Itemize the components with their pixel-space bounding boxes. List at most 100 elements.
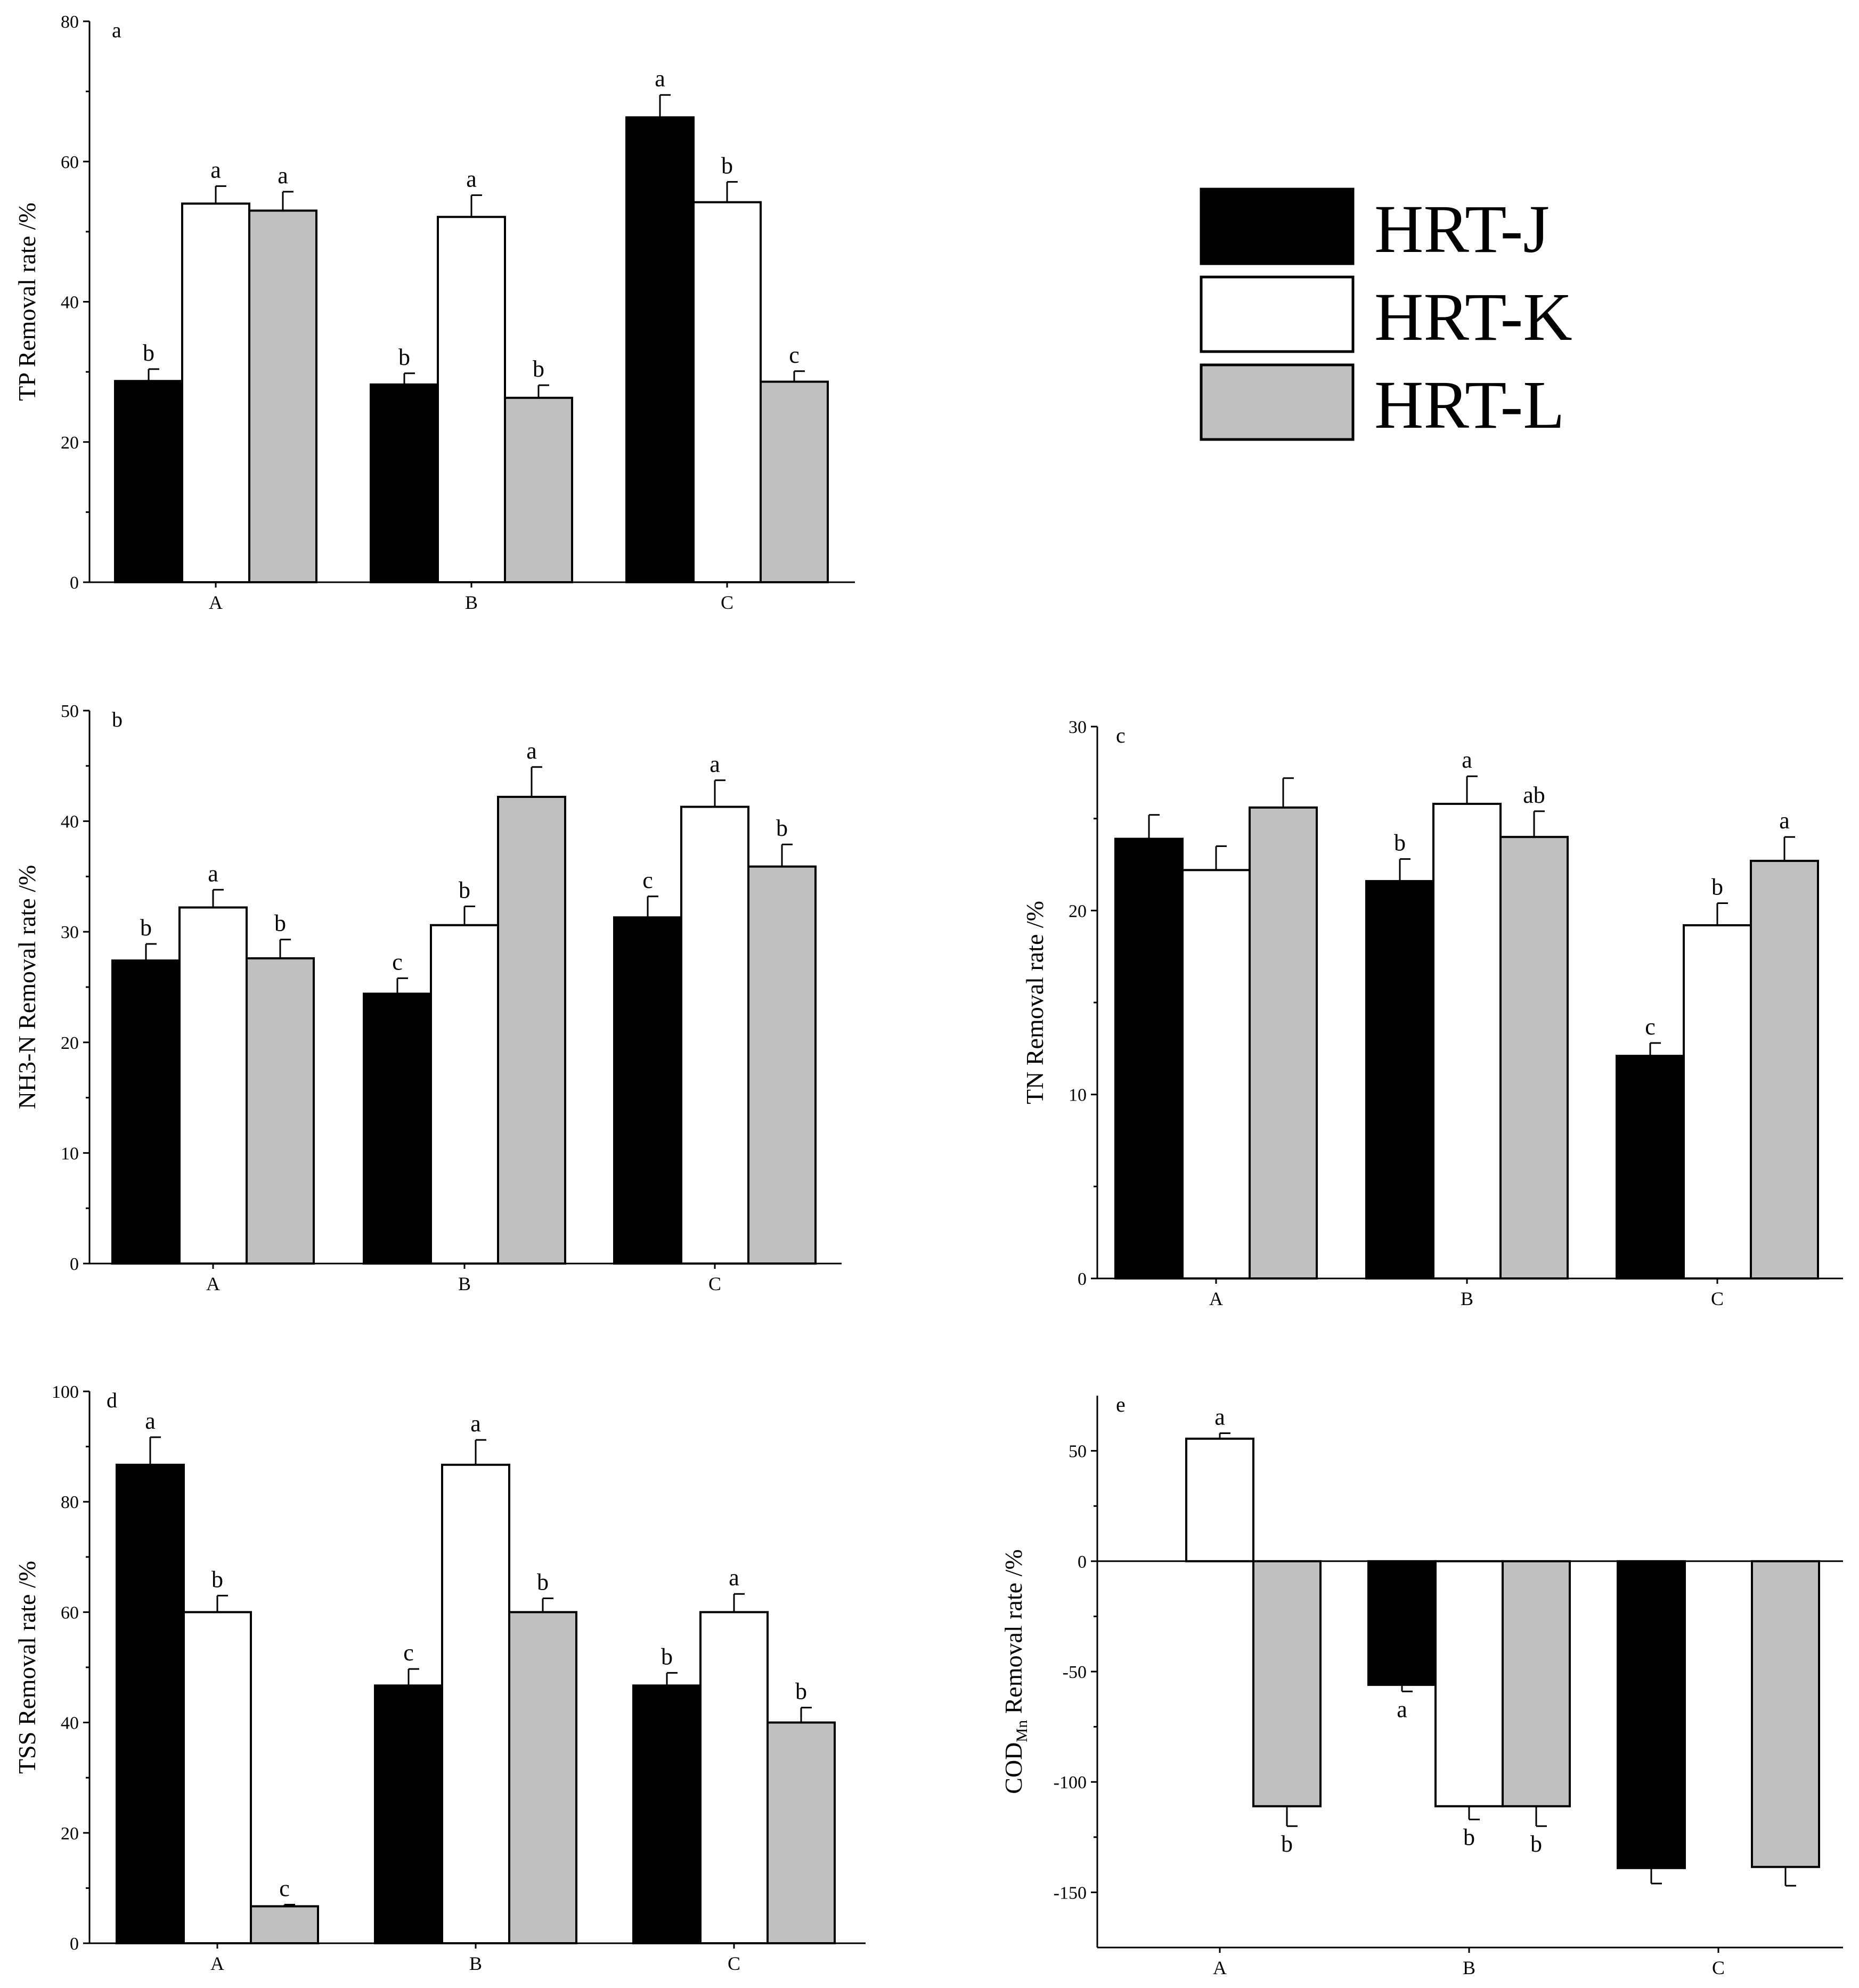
x-tick-label: C <box>1712 1957 1725 1978</box>
bar-hrt-l <box>1750 860 1819 1280</box>
chart-panel-b: 0 10 20 30 40 50 NH3-N Removal rate /% b A B Cb c c a… <box>13 702 842 1294</box>
significance-label: b <box>661 1643 673 1669</box>
bar-hrt-l <box>1249 806 1318 1280</box>
x-tick-label: C <box>1711 1288 1724 1309</box>
y-tick-label: 20 <box>1069 901 1087 921</box>
bar-hrt-j <box>116 1463 185 1945</box>
y-tick-label: -150 <box>1054 1883 1087 1903</box>
significance-label: a <box>710 751 720 777</box>
significance-label: b <box>211 1566 223 1592</box>
legend: HRT-J HRT-K HRT-L <box>1200 188 1572 443</box>
bar-hrt-l <box>1252 1560 1322 1807</box>
bar-hrt-j <box>1616 1055 1685 1280</box>
y-tick-label: 0 <box>70 1254 79 1274</box>
bar-hrt-j <box>370 383 439 583</box>
significance-label: b <box>1463 1824 1475 1851</box>
x-tick-label: A <box>209 592 223 613</box>
x-tick-label: B <box>469 1953 482 1974</box>
y-tick-label: 0 <box>70 573 79 593</box>
bar-hrt-k <box>1683 924 1752 1280</box>
y-tick-label: 0 <box>70 1934 79 1954</box>
y-axis-title: TP Removal rate /% <box>13 202 40 401</box>
significance-label: c <box>642 867 653 893</box>
significance-label: a <box>1462 747 1472 773</box>
bar-hrt-j <box>114 380 183 584</box>
bar-hrt-j <box>1114 837 1184 1280</box>
y-tick-label: -100 <box>1054 1773 1087 1793</box>
y-tick-label: 80 <box>61 1493 79 1512</box>
bar-hrt-k <box>1181 869 1251 1280</box>
significance-label: a <box>470 1411 481 1437</box>
bar-hrt-k <box>437 216 506 583</box>
legend-label: HRT-J <box>1374 191 1550 267</box>
significance-label: a <box>729 1565 739 1591</box>
bar-hrt-l <box>504 396 573 583</box>
significance-label: a <box>655 66 665 92</box>
significance-label: a <box>210 157 221 183</box>
y-tick-label: 30 <box>61 923 79 942</box>
y-tick-label: 60 <box>61 152 79 172</box>
y-axis-title-subscript: Mn <box>1013 1720 1031 1742</box>
significance-label: b <box>1281 1831 1293 1857</box>
bar-hrt-k <box>692 201 762 583</box>
bar-hrt-k <box>1185 1437 1254 1562</box>
significance-label: c <box>1645 1014 1656 1040</box>
x-tick-label: A <box>1213 1957 1227 1978</box>
bar-hrt-j <box>363 992 432 1265</box>
significance-label: a <box>466 166 477 192</box>
significance-label: a <box>145 1408 156 1434</box>
y-tick-label: 80 <box>61 12 79 32</box>
significance-label: c <box>392 949 403 975</box>
panel-label: a <box>112 18 121 42</box>
significance-label: b <box>274 910 286 936</box>
bar-hrt-l <box>246 957 315 1265</box>
bar-hrt-l <box>1499 836 1569 1280</box>
bar-hrt-j <box>632 1684 702 1944</box>
bar-hrt-l <box>497 795 566 1265</box>
bar-hrt-l <box>1502 1560 1571 1807</box>
y-tick-label: 50 <box>61 702 79 721</box>
significance-label: b <box>459 877 470 903</box>
significance-label: b <box>721 152 733 178</box>
bar-hrt-k <box>181 202 250 584</box>
x-tick-label: C <box>728 1953 740 1974</box>
significance-label: a <box>1779 808 1790 834</box>
bar-hrt-j <box>613 916 682 1265</box>
y-axis-title: TSS Removal rate /% <box>13 1561 40 1774</box>
y-axis-title: CODMn Removal rate /% <box>1000 1549 1031 1794</box>
significance-label: b <box>1711 874 1723 900</box>
y-tick-label: 20 <box>61 1033 79 1053</box>
y-tick-label: 40 <box>61 1714 79 1733</box>
significance-label: b <box>143 340 154 366</box>
bar-hrt-l <box>248 209 317 583</box>
significance-label: a <box>1397 1696 1407 1722</box>
significance-label: ab <box>1523 782 1545 808</box>
chart-panel-a: 0 20 40 60 80 TP Removal rate /% a A B Cb b a a a b a b c <box>13 12 855 613</box>
bar-hrt-k <box>1434 1560 1504 1807</box>
significance-label: b <box>1530 1831 1542 1857</box>
x-tick-label: C <box>721 592 733 613</box>
legend-swatch <box>1200 275 1355 353</box>
y-tick-label: 20 <box>61 433 79 453</box>
y-axis-title: TN Removal rate /% <box>1021 901 1048 1104</box>
bar-hrt-k <box>680 805 749 1265</box>
significance-label: b <box>776 815 788 841</box>
bar-hrt-k <box>178 906 248 1265</box>
x-tick-label: A <box>1209 1288 1223 1309</box>
legend-swatch <box>1200 188 1355 265</box>
significance-label: c <box>403 1640 414 1666</box>
bar-hrt-j <box>1365 880 1434 1280</box>
x-tick-label: B <box>1463 1957 1475 1978</box>
bar-hrt-k <box>183 1611 252 1944</box>
significance-label: b <box>140 915 152 941</box>
y-axis-title-main: COD <box>1000 1742 1027 1794</box>
y-axis-title: NH3-N Removal rate /% <box>13 865 40 1110</box>
significance-label: b <box>398 344 410 370</box>
y-tick-label: 100 <box>52 1382 79 1402</box>
legend-label: HRT-L <box>1374 367 1564 443</box>
significance-label: b <box>795 1679 807 1705</box>
bar-hrt-l <box>1751 1560 1820 1868</box>
bar-hrt-j <box>625 116 695 584</box>
